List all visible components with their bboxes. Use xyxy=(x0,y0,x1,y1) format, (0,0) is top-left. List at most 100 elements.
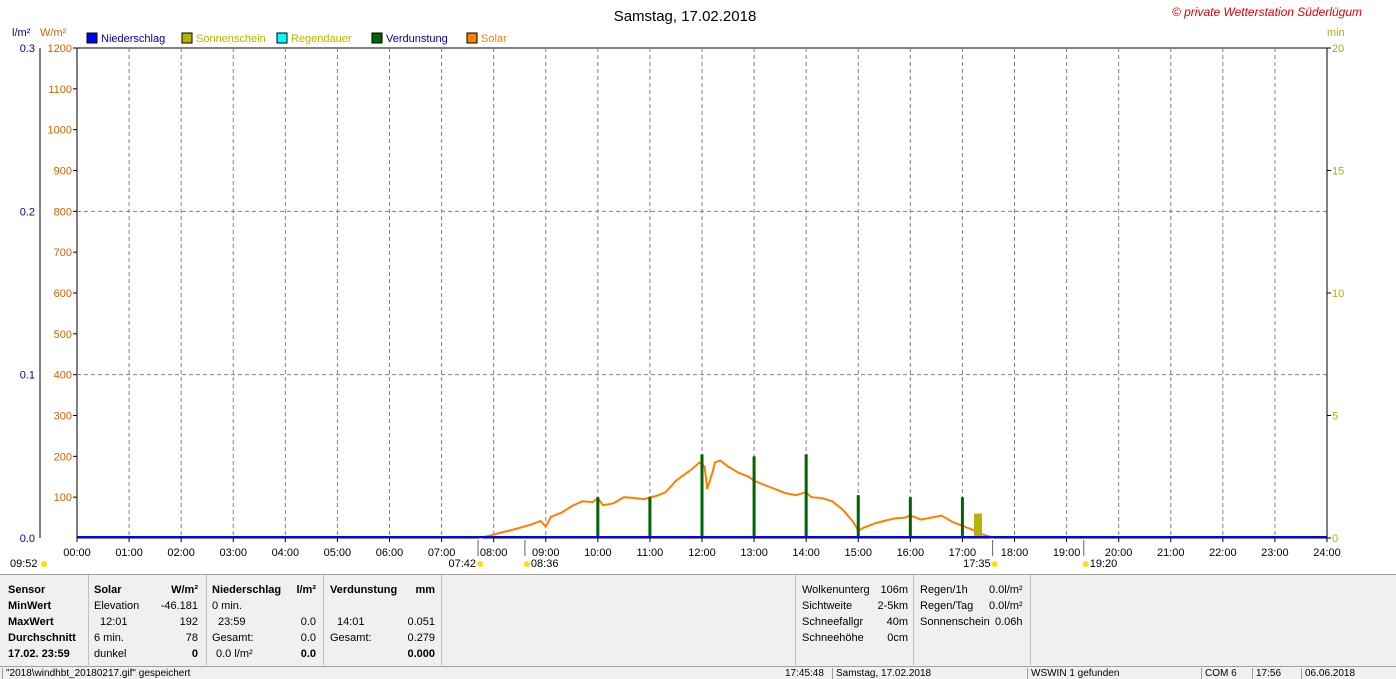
x-tick-label: 07:00 xyxy=(428,547,456,559)
row-avg-label: Durchschnitt xyxy=(8,632,76,644)
right-axis-unit: min xyxy=(1327,27,1345,39)
legend-label: Sonnenschein xyxy=(196,33,266,45)
verdunstung-bar xyxy=(856,495,860,538)
x-tick-label: 11:00 xyxy=(637,547,664,559)
evap-unit: mm xyxy=(415,584,435,596)
rain-avg-value: 0.0 xyxy=(300,632,316,644)
rain-max-value: 0.0 xyxy=(300,616,316,628)
verdunstung-bar xyxy=(960,497,964,538)
corner-sun-icon xyxy=(41,561,47,567)
solar-axis-tick-label: 1100 xyxy=(48,84,72,96)
x-tick-label: 17:00 xyxy=(949,547,977,559)
legend-label: Solar xyxy=(481,33,507,45)
verdunstung-bar xyxy=(804,454,808,538)
solar-axis-tick-label: 900 xyxy=(54,166,72,178)
rain-current-label: 0.0 l/m² xyxy=(216,648,253,660)
divider xyxy=(913,575,914,665)
legend-label: Niederschlag xyxy=(101,33,165,45)
rain-axis-tick-label: 0.2 xyxy=(20,206,35,218)
status-date: Samstag, 17.02.2018 xyxy=(832,668,1026,679)
sun-marker-icon xyxy=(477,561,484,567)
corner-label: 09:52 xyxy=(10,558,38,570)
row-min-label: MinWert xyxy=(8,600,52,612)
solar-axis-tick-label: 700 xyxy=(54,247,72,259)
rain-axis-tick-label: 0.1 xyxy=(20,370,35,382)
status-wswin: WSWIN 1 gefunden xyxy=(1027,668,1199,679)
x-tick-label: 18:00 xyxy=(1001,547,1029,559)
rain-current-value: 0.0 xyxy=(300,648,316,660)
divider xyxy=(206,575,207,665)
extra-value: 0.0l/m² xyxy=(989,584,1023,596)
evap-avg-label: Gesamt: xyxy=(330,632,372,644)
legend-swatch xyxy=(86,32,98,44)
status-file: "2018\windhbt_20180217.gif" gespeichert xyxy=(2,668,830,679)
x-tick-label: 16:00 xyxy=(897,547,925,559)
sun-marker-label: 17:35 xyxy=(963,558,991,570)
x-tick-label: 09:00 xyxy=(532,547,560,559)
solar-axis-tick-label: 800 xyxy=(54,206,72,218)
status-com: COM 6 xyxy=(1201,668,1251,679)
divider xyxy=(795,575,796,665)
x-tick-label: 00:00 xyxy=(63,547,91,559)
right-axis-tick-label: 5 xyxy=(1332,411,1338,423)
extra-value: 40m xyxy=(886,616,908,628)
solar-axis-tick-label: 500 xyxy=(54,329,72,341)
rain-max-time: 23:59 xyxy=(218,616,246,628)
divider xyxy=(441,575,442,665)
row-max-label: MaxWert xyxy=(8,616,54,628)
solar-unit: W/m² xyxy=(171,584,198,596)
x-tick-label: 21:00 xyxy=(1157,547,1185,559)
right-axis-tick-label: 0 xyxy=(1332,533,1338,545)
sun-marker-label: 08:36 xyxy=(531,558,559,570)
x-tick-label: 03:00 xyxy=(219,547,247,559)
sun-marker-icon xyxy=(991,561,998,567)
verdunstung-bar xyxy=(596,497,600,538)
extra-value: 0.06h xyxy=(995,616,1023,628)
solar-avg-value: 78 xyxy=(185,632,198,644)
right-axis-tick-label: 15 xyxy=(1332,166,1344,178)
solar-axis-tick-label: 300 xyxy=(54,411,72,423)
x-tick-label: 05:00 xyxy=(324,547,352,559)
divider xyxy=(88,575,89,665)
right-axis-tick-label: 10 xyxy=(1332,288,1344,300)
divider xyxy=(323,575,324,665)
x-tick-label: 23:00 xyxy=(1261,547,1289,559)
sun-marker-label: 07:42 xyxy=(449,558,477,570)
legend-label: Verdunstung xyxy=(386,33,448,45)
sun-marker-icon xyxy=(523,561,530,567)
chart: 07:42 08:36 17:35 19:20 00:00 01:00 02:00 03:0… xyxy=(10,5,1362,570)
verdunstung-bar xyxy=(700,454,704,538)
status-bar: "2018\windhbt_20180217.gif" gespeichert … xyxy=(0,666,1396,679)
x-tick-label: 01:00 xyxy=(115,547,143,559)
solar-axis-tick-label: 600 xyxy=(54,288,72,300)
rain-unit: l/m² xyxy=(296,584,316,596)
x-tick-label: 24:00 xyxy=(1313,547,1341,559)
extra-label: Sichtweite xyxy=(802,600,853,612)
solar-max-value: 192 xyxy=(179,616,198,628)
evap-header: Verdunstung xyxy=(330,584,398,596)
extra-value: 2-5km xyxy=(877,600,908,612)
x-tick-label: 19:00 xyxy=(1053,547,1081,559)
rain-min-label: 0 min. xyxy=(212,600,242,612)
solar-max-time: 12:01 xyxy=(100,616,128,628)
solar-axis-tick-label: 100 xyxy=(54,492,72,504)
extra-label: Regen/1h xyxy=(920,584,968,596)
extra-value: 106m xyxy=(880,584,908,596)
sun-marker-icon xyxy=(1082,561,1089,567)
chart-title: Samstag, 17.02.2018 xyxy=(614,8,757,25)
evap-max-time: 14:01 xyxy=(337,616,365,628)
status-today: 06.06.2018 xyxy=(1301,668,1396,679)
extra-label: Schneehöhe xyxy=(802,632,864,644)
right-axis-tick-label: 20 xyxy=(1332,43,1344,55)
chart-marks: 07:42 08:36 17:35 19:20 xyxy=(77,454,1327,570)
solar-axis-unit: W/m² xyxy=(40,27,67,39)
sonnenschein-bar xyxy=(974,513,983,538)
solar-min-value: -46.181 xyxy=(160,600,198,612)
status-time: 17:45:48 xyxy=(785,668,824,679)
legend-swatch xyxy=(181,32,193,44)
rain-axis-tick-label: 0.0 xyxy=(20,533,35,545)
status-clock: 17:56 xyxy=(1252,668,1300,679)
solar-axis-tick-label: 1200 xyxy=(48,43,72,55)
extra-label: Regen/Tag xyxy=(920,600,974,612)
extra-label: Schneefallgr xyxy=(802,616,864,628)
